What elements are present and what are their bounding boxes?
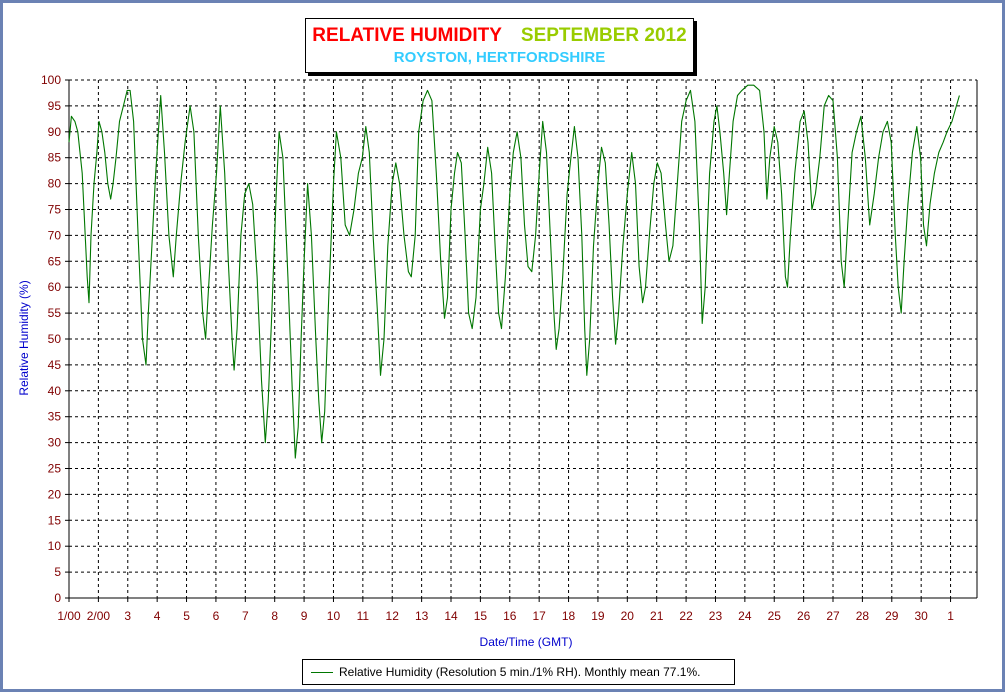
x-tick-label: 26 — [797, 609, 811, 623]
y-tick-label: 15 — [48, 513, 62, 527]
x-tick-label: 12 — [386, 609, 400, 623]
x-tick-label: 28 — [856, 609, 870, 623]
x-tick-label: 6 — [213, 609, 220, 623]
x-tick-label: 18 — [562, 609, 576, 623]
y-tick-label: 75 — [48, 203, 62, 217]
y-tick-label: 55 — [48, 306, 62, 320]
y-tick-label: 50 — [48, 332, 62, 346]
x-tick-label: 4 — [154, 609, 161, 623]
x-tick-label: 21 — [650, 609, 664, 623]
grid — [69, 79, 977, 598]
x-tick-label: 23 — [709, 609, 723, 623]
x-tick-label: 30 — [914, 609, 928, 623]
x-tick-label: 5 — [183, 609, 190, 623]
y-tick-label: 45 — [48, 358, 62, 372]
chart-title: RELATIVE HUMIDITY — [312, 25, 502, 46]
x-tick-label: 8 — [271, 609, 278, 623]
x-tick-label: 20 — [621, 609, 635, 623]
chart-title-box: RELATIVE HUMIDITY SEPTEMBER 2012 ROYSTON… — [305, 18, 694, 73]
legend: Relative Humidity (Resolution 5 min./1% … — [302, 659, 735, 685]
y-tick-label: 35 — [48, 410, 62, 424]
x-tick-label: 27 — [826, 609, 840, 623]
y-tick-label: 80 — [48, 177, 62, 191]
x-tick-label: 29 — [885, 609, 899, 623]
chart-title-line: RELATIVE HUMIDITY SEPTEMBER 2012 — [306, 24, 693, 48]
x-tick-label: 24 — [738, 609, 752, 623]
y-tick-label: 100 — [41, 73, 61, 87]
legend-line-swatch — [311, 671, 333, 673]
chart-date: SEPTEMBER 2012 — [520, 25, 687, 46]
y-tick-label: 5 — [54, 565, 61, 579]
x-tick-label: 13 — [415, 609, 429, 623]
y-tick-label: 90 — [48, 125, 62, 139]
y-tick-label: 60 — [48, 280, 62, 294]
legend-label: Relative Humidity (Resolution 5 min./1% … — [339, 665, 701, 679]
humidity-series-line — [68, 84, 960, 459]
y-tick-label: 10 — [48, 539, 62, 553]
y-axis-title: Relative Humidity (%) — [17, 280, 31, 395]
x-tick-label: 17 — [532, 609, 546, 623]
y-tick-label: 20 — [48, 487, 62, 501]
x-tick-label: 2/00 — [87, 609, 111, 623]
x-tick-label: 10 — [327, 609, 341, 623]
x-tick-label: 15 — [474, 609, 488, 623]
x-tick-label: 11 — [357, 609, 370, 623]
y-tick-label: 0 — [54, 591, 61, 605]
y-tick-label: 70 — [48, 228, 62, 242]
y-tick-label: 30 — [48, 436, 62, 450]
y-tick-labels: 0 5 10 15 20 25 30 35 40 45 50 55 60 65 70 75 80 85 90 95 10… — [41, 73, 61, 605]
y-tick-label: 25 — [48, 462, 62, 476]
x-tick-label: 1 — [947, 609, 954, 623]
chart-location: ROYSTON, HERTFORDSHIRE — [393, 49, 606, 66]
series-layer — [68, 84, 960, 459]
x-tick-labels: 1/00 2/00 3 4 5 6 7 8 9 10 11 12 13 14 15 16 17 18 19 20 21 2… — [57, 609, 954, 623]
x-tick-label: 14 — [444, 609, 458, 623]
x-tick-label: 16 — [503, 609, 517, 623]
x-tick-label: 1/00 — [57, 609, 81, 623]
x-tick-label: 7 — [242, 609, 249, 623]
y-tick-label: 65 — [48, 254, 62, 268]
y-tick-label: 40 — [48, 384, 62, 398]
y-tick-label: 85 — [48, 151, 62, 165]
x-tick-label: 22 — [679, 609, 693, 623]
axes — [65, 79, 978, 602]
x-tick-label: 9 — [301, 609, 308, 623]
x-tick-label: 3 — [124, 609, 131, 623]
x-axis-title: Date/Time (GMT) — [480, 635, 573, 649]
x-tick-label: 25 — [768, 609, 782, 623]
y-tick-label: 95 — [48, 99, 62, 113]
x-tick-label: 19 — [591, 609, 605, 623]
